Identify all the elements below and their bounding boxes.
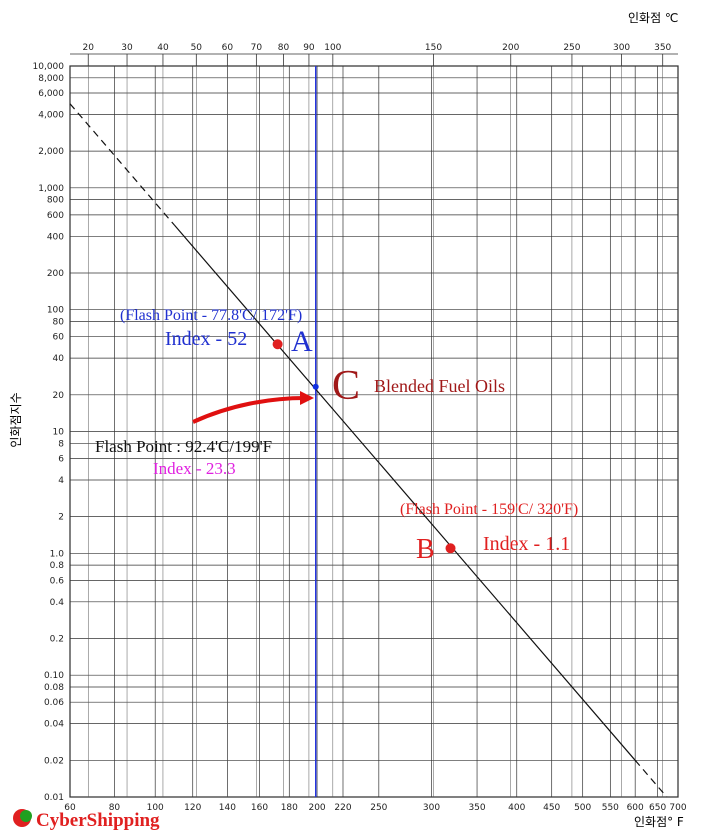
y-tick-label: 6 bbox=[58, 455, 64, 465]
y-tick-label: 0.06 bbox=[44, 698, 64, 708]
index-line bbox=[634, 759, 668, 798]
grid bbox=[69, 53, 679, 798]
x2-tick-label: 300 bbox=[613, 43, 630, 53]
x2-axis-label: 인화점 ℃ bbox=[628, 11, 678, 25]
x-tick-label: 600 bbox=[627, 803, 644, 813]
x-tick-label: 350 bbox=[468, 803, 485, 813]
y-tick-label: 10,000 bbox=[33, 62, 65, 72]
x-tick-label: 220 bbox=[334, 803, 351, 813]
x2-tick-label: 200 bbox=[502, 43, 519, 53]
y-tick-label: 0.04 bbox=[44, 720, 64, 730]
x-tick-label: 100 bbox=[147, 803, 164, 813]
x2-tick-label: 50 bbox=[191, 43, 203, 53]
y-axis-label: 인화점지수 bbox=[9, 392, 23, 447]
x-tick-label: 400 bbox=[508, 803, 525, 813]
y-tick-label: 80 bbox=[53, 317, 65, 327]
y-tick-label: 1,000 bbox=[38, 184, 64, 194]
y-tick-label: 2,000 bbox=[38, 147, 64, 157]
y-tick-label: 0.02 bbox=[44, 756, 64, 766]
y-tick-label: 6,000 bbox=[38, 89, 64, 99]
x2-tick-label: 60 bbox=[222, 43, 234, 53]
x-tick-label: 250 bbox=[370, 803, 387, 813]
y-tick-label: 8 bbox=[58, 439, 64, 449]
x-tick-label: 140 bbox=[219, 803, 236, 813]
y-tick-label: 400 bbox=[47, 232, 64, 242]
x2-tick-label: 90 bbox=[303, 43, 315, 53]
y-tick-label: 4 bbox=[58, 476, 64, 486]
x2-tick-label: 100 bbox=[324, 43, 341, 53]
y-tick-label: 0.01 bbox=[44, 793, 64, 803]
annotation: Flash Point : 92.4'C/199'F bbox=[95, 437, 272, 456]
y-tick-label: 40 bbox=[53, 354, 65, 364]
marks bbox=[69, 66, 668, 798]
y-tick-label: 2 bbox=[58, 513, 64, 523]
y-tick-label: 60 bbox=[53, 333, 65, 343]
x2-tick-label: 70 bbox=[251, 43, 263, 53]
x-tick-label: 180 bbox=[281, 803, 298, 813]
x-tick-label: 200 bbox=[308, 803, 325, 813]
annotation: Blended Fuel Oils bbox=[374, 376, 505, 396]
x2-tick-label: 250 bbox=[563, 43, 580, 53]
y-tick-label: 600 bbox=[47, 211, 64, 221]
x-tick-label: 500 bbox=[574, 803, 591, 813]
x2-tick-label: 350 bbox=[654, 43, 671, 53]
annotation: (Flash Point - 159'C/ 320'F) bbox=[400, 501, 578, 518]
y-tick-label: 0.6 bbox=[50, 576, 65, 586]
x-tick-label: 700 bbox=[669, 803, 686, 813]
x2-tick-label: 30 bbox=[121, 43, 133, 53]
x-tick-label: 120 bbox=[184, 803, 201, 813]
point bbox=[445, 543, 456, 554]
annotation: Index - 52 bbox=[165, 328, 247, 350]
x-tick-label: 550 bbox=[602, 803, 619, 813]
point bbox=[272, 339, 283, 350]
x2-tick-label: 150 bbox=[425, 43, 442, 53]
x2-tick-label: 20 bbox=[83, 43, 95, 53]
annotation: Index - 1.1 bbox=[483, 533, 570, 555]
y-tick-label: 0.4 bbox=[50, 598, 65, 608]
annotation: (Flash Point - 77.8'C/ 172'F) bbox=[120, 307, 302, 324]
arrow bbox=[192, 396, 306, 424]
y-tick-label: 10 bbox=[53, 428, 65, 438]
y-tick-label: 0.08 bbox=[44, 683, 64, 693]
x-axis-label: 인화점° F bbox=[634, 815, 684, 829]
index-line bbox=[69, 103, 175, 226]
y-tick-label: 0.8 bbox=[50, 561, 65, 571]
x-tick-label: 80 bbox=[109, 803, 121, 813]
arrow-head bbox=[300, 391, 314, 405]
x2-tick-label: 40 bbox=[157, 43, 169, 53]
watermark: CyberShipping bbox=[36, 810, 160, 831]
x-tick-label: 160 bbox=[251, 803, 268, 813]
y-tick-label: 1.0 bbox=[50, 549, 65, 559]
logo bbox=[20, 810, 32, 822]
annotation: A bbox=[291, 325, 313, 358]
annotation: C bbox=[332, 363, 360, 409]
x2-tick-label: 80 bbox=[278, 43, 290, 53]
y-tick-label: 100 bbox=[47, 306, 64, 316]
annotation: Index - 23.3 bbox=[153, 459, 236, 478]
index-line bbox=[173, 224, 636, 761]
point bbox=[312, 383, 319, 390]
y-tick-label: 8,000 bbox=[38, 74, 64, 84]
x-tick-label: 450 bbox=[543, 803, 560, 813]
y-tick-label: 0.10 bbox=[44, 671, 64, 681]
y-tick-label: 20 bbox=[53, 391, 65, 401]
y-tick-label: 800 bbox=[47, 196, 64, 206]
y-tick-label: 0.2 bbox=[50, 634, 64, 644]
x-tick-label: 60 bbox=[64, 803, 76, 813]
y-tick-label: 200 bbox=[47, 269, 64, 279]
y-tick-label: 4,000 bbox=[38, 110, 64, 120]
x-tick-label: 650 bbox=[649, 803, 666, 813]
annotation: B bbox=[416, 534, 435, 565]
x-tick-label: 300 bbox=[423, 803, 440, 813]
